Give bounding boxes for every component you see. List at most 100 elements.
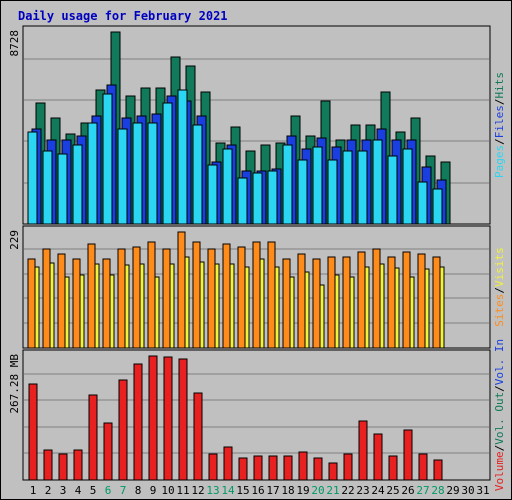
legend-bottom: Volume/Vol. Out/Vol. In: [493, 339, 506, 491]
bar-sites-day-14: [222, 243, 231, 349]
day-label-25: 25: [386, 484, 399, 497]
day-label-4: 4: [75, 484, 82, 497]
bar-pages-day-9: [147, 122, 158, 225]
bar-volume-day-13: [208, 453, 218, 481]
bar-volume-day-16: [253, 455, 263, 481]
bar-sites-day-6: [102, 258, 111, 349]
legend-visits: Visits: [493, 247, 506, 287]
bar-volume-day-1: [28, 383, 38, 481]
bar-sites-day-15: [237, 246, 246, 349]
bar-volume-day-24: [373, 433, 383, 481]
legend-sites: Sites: [493, 294, 506, 327]
bar-volume-day-4: [73, 449, 83, 481]
day-label-28: 28: [431, 484, 444, 497]
legend-pages: Pages: [493, 145, 506, 178]
chart-title: Daily usage for February 2021: [18, 9, 228, 23]
bar-pages-day-22: [342, 150, 353, 225]
bar-pages-day-16: [252, 172, 263, 225]
bar-pages-day-10: [162, 102, 173, 225]
bar-pages-day-17: [267, 170, 278, 225]
day-label-20: 20: [311, 484, 324, 497]
bar-volume-day-11: [178, 358, 188, 481]
bar-sites-day-22: [342, 256, 351, 349]
bar-pages-day-13: [207, 164, 218, 225]
day-label-9: 9: [150, 484, 157, 497]
legend-vol-out: Vol. Out: [493, 392, 506, 445]
bar-pages-day-24: [372, 139, 383, 225]
legend-top: Pages/Files/Hits: [493, 72, 506, 178]
legend-files: Files: [493, 105, 506, 138]
bar-volume-day-17: [268, 455, 278, 481]
bar-pages-day-26: [402, 148, 413, 225]
legend-separator: /: [493, 138, 506, 145]
day-label-5: 5: [90, 484, 97, 497]
day-label-21: 21: [326, 484, 339, 497]
bar-volume-day-22: [343, 453, 353, 481]
bar-pages-day-25: [387, 155, 398, 225]
bar-sites-day-25: [387, 256, 396, 349]
bar-volume-day-12: [193, 392, 203, 481]
day-label-31: 31: [476, 484, 489, 497]
legend-hits: Hits: [493, 72, 506, 99]
bar-sites-day-16: [252, 241, 261, 349]
bar-pages-day-18: [282, 144, 293, 225]
bar-pages-day-3: [57, 153, 68, 225]
bar-volume-day-15: [238, 457, 248, 481]
bar-volume-day-23: [358, 420, 368, 481]
bar-pages-day-20: [312, 146, 323, 225]
bar-pages-day-23: [357, 150, 368, 225]
day-label-18: 18: [281, 484, 294, 497]
bar-volume-day-9: [148, 355, 158, 481]
bar-pages-day-12: [192, 124, 203, 225]
day-label-22: 22: [341, 484, 354, 497]
bar-sites-day-7: [117, 248, 126, 349]
day-label-19: 19: [296, 484, 309, 497]
bar-sites-day-24: [372, 248, 381, 349]
y-max-label-top: 8728: [8, 30, 21, 57]
bar-volume-day-2: [43, 449, 53, 481]
bar-sites-day-27: [417, 253, 426, 349]
bar-volume-day-10: [163, 356, 173, 481]
bar-volume-day-26: [403, 429, 413, 481]
bar-volume-day-28: [433, 459, 443, 481]
day-label-3: 3: [60, 484, 67, 497]
bar-sites-day-13: [207, 248, 216, 349]
bar-sites-day-1: [27, 258, 36, 349]
bar-pages-day-4: [72, 144, 83, 225]
bar-pages-day-11: [177, 89, 188, 225]
bar-volume-day-27: [418, 453, 428, 481]
bar-pages-day-28: [432, 188, 443, 225]
bar-sites-day-12: [192, 241, 201, 349]
legend-separator: /: [493, 99, 506, 106]
bar-sites-day-5: [87, 243, 96, 349]
day-label-23: 23: [356, 484, 369, 497]
y-max-label-bottom: 267.28 MB: [8, 354, 21, 414]
legend-separator: /: [493, 287, 506, 294]
bar-sites-day-20: [312, 258, 321, 349]
bar-sites-day-28: [432, 256, 441, 349]
day-label-7: 7: [120, 484, 127, 497]
bar-sites-day-3: [57, 253, 66, 349]
bar-pages-day-6: [102, 93, 113, 225]
day-label-24: 24: [371, 484, 385, 497]
bar-volume-day-8: [133, 363, 143, 481]
day-label-29: 29: [446, 484, 459, 497]
legend-middle: Sites/Visits: [493, 247, 506, 327]
bar-pages-day-5: [87, 122, 98, 225]
bar-sites-day-26: [402, 251, 411, 349]
bar-volume-day-14: [223, 446, 233, 481]
bar-sites-day-8: [132, 246, 141, 349]
bar-sites-day-10: [162, 248, 171, 349]
bar-pages-day-8: [132, 122, 143, 225]
day-label-12: 12: [191, 484, 204, 497]
day-label-15: 15: [236, 484, 249, 497]
bar-pages-day-19: [297, 159, 308, 225]
bar-volume-day-21: [328, 462, 338, 481]
day-label-2: 2: [45, 484, 52, 497]
y-max-label-middle: 229: [8, 230, 21, 250]
bar-volume-day-18: [283, 455, 293, 481]
day-label-11: 11: [176, 484, 189, 497]
bar-pages-day-1: [27, 131, 38, 225]
bar-pages-day-2: [42, 150, 53, 225]
bar-sites-day-19: [297, 253, 306, 349]
